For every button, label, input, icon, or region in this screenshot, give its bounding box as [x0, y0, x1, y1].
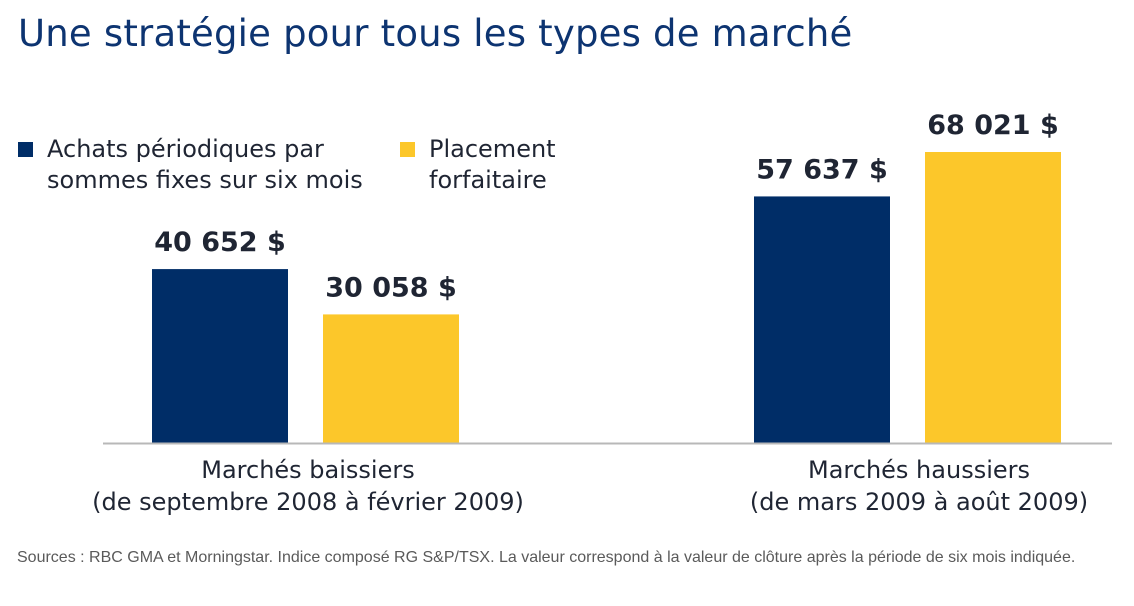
legend-label-lump-sum: Placement forfaitaire [429, 135, 556, 194]
data-label-lump-sum-bear: 30 058 $ [325, 272, 457, 303]
legend-swatch-dca [18, 142, 33, 157]
legend-label-dca: Achats périodiques par sommes fixes sur … [47, 135, 363, 194]
bar-lump-sum-bull [925, 152, 1061, 443]
category-label-bull-line1: Marchés haussiers [808, 456, 1030, 484]
data-label-dca-bear: 40 652 $ [154, 227, 286, 258]
bar-lump-sum-bear [323, 314, 459, 443]
bar-dca-bear [152, 269, 288, 443]
category-label-bear-line1: Marchés baissiers [201, 456, 414, 484]
chart-title: Une stratégie pour tous les types de mar… [18, 12, 853, 55]
legend-swatch-lump-sum [400, 142, 415, 157]
data-label-dca-bull: 57 637 $ [756, 154, 888, 185]
footnote: Sources : RBC GMA et Morningstar. Indice… [17, 549, 1076, 566]
category-label-bear-line2: (de septembre 2008 à février 2009) [92, 488, 524, 516]
legend-item-lump-sum: Placement forfaitaire [400, 134, 556, 196]
bar-dca-bull [754, 196, 890, 443]
category-label-bull-line2: (de mars 2009 à août 2009) [750, 488, 1088, 516]
legend-item-dca: Achats périodiques par sommes fixes sur … [18, 134, 363, 196]
data-label-lump-sum-bull: 68 021 $ [927, 110, 1059, 141]
